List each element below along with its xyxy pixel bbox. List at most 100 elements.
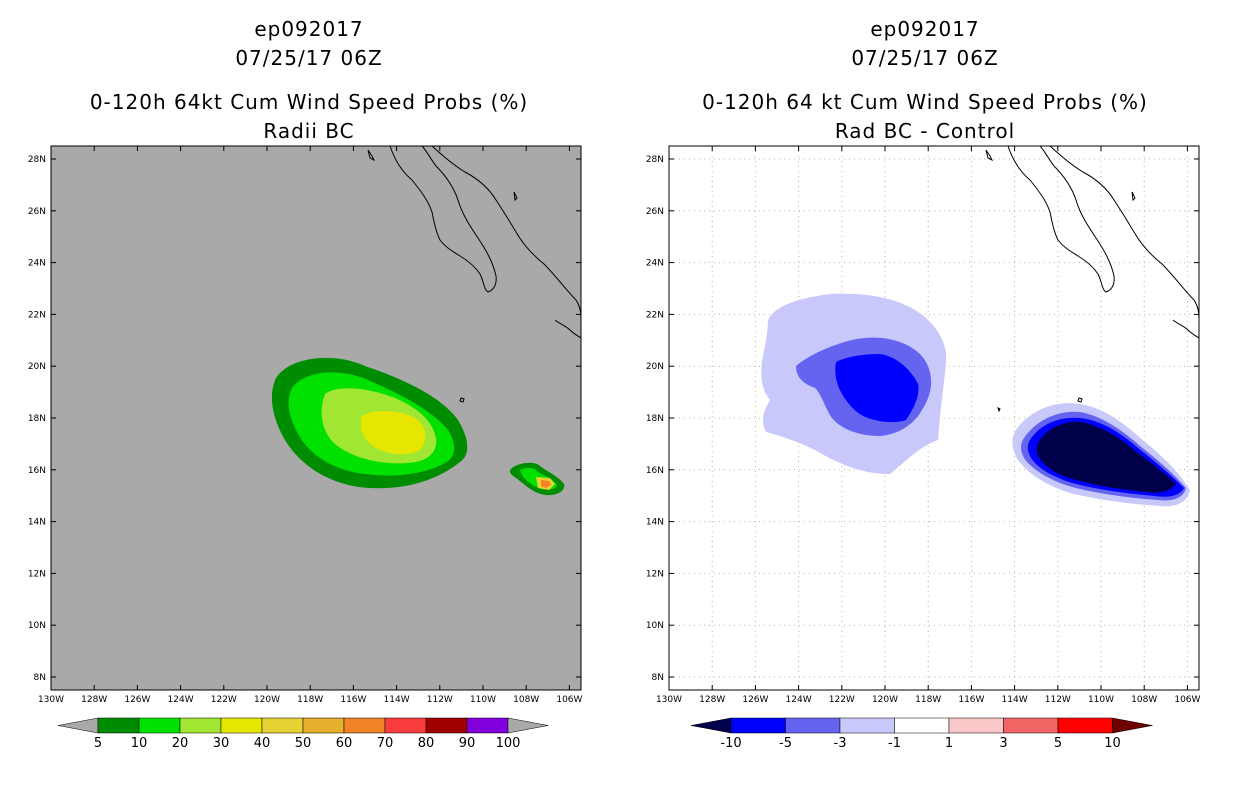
left-lon-label: 128W	[81, 695, 107, 705]
left-colorbar-label: 60	[336, 736, 353, 751]
right-colorbar-swatch	[894, 717, 950, 734]
left-lon-label: 112W	[427, 695, 453, 705]
right-lat-label: 18N	[646, 414, 664, 424]
right-lon-label: 128W	[699, 695, 725, 705]
left-lat-label: 16N	[28, 466, 46, 476]
left-colorbar-label: 50	[295, 736, 312, 751]
left-lon-label: 114W	[384, 695, 410, 705]
left-colorbar-label: 80	[418, 736, 435, 751]
left-lon-label: 120W	[254, 695, 280, 705]
left-coastline-jalisco	[554, 319, 581, 339]
right-colorbar-swatch	[948, 717, 1004, 734]
left-coastline-baja	[389, 146, 497, 293]
right-colorbar-swatch	[1003, 717, 1059, 734]
left-colorbar-swatch	[384, 717, 427, 734]
left-colorbar-label: 90	[459, 736, 476, 751]
left-lat-label: 20N	[28, 362, 46, 372]
right-lon-label: 124W	[786, 695, 812, 705]
right-lat-label: 16N	[646, 466, 664, 476]
left-island-tiburon	[367, 149, 376, 162]
left-lon-label: 118W	[297, 695, 323, 705]
right-axis-ticks: 28N 26N 24N 22N 20N 18N 16N 14N 12N 10N 8N 130W 128W…	[646, 146, 1201, 705]
left-colorbar-label: 5	[94, 736, 102, 751]
right-colorbar-swatch	[839, 717, 895, 734]
left-colorbar-label: 40	[254, 736, 271, 751]
left-lat-label: 26N	[28, 207, 46, 217]
right-colorbar-low-arrow	[690, 717, 732, 734]
left-lat-label: 28N	[28, 155, 46, 165]
right-lon-label: 106W	[1174, 695, 1200, 705]
right-colorbar-label: 10	[1104, 736, 1121, 751]
right-lat-label: 14N	[646, 518, 664, 528]
left-coastline-mainland	[431, 146, 581, 319]
right-colorbar-label: -10	[720, 736, 741, 751]
right-coastline-jalisco	[1172, 319, 1199, 339]
right-title-storm: ep092017	[870, 17, 980, 41]
left-lon-label: 130W	[38, 695, 64, 705]
left-lat-label: 14N	[28, 518, 46, 528]
left-colorbar-label: 10	[131, 736, 148, 751]
right-lat-label: 26N	[646, 207, 664, 217]
left-colorbar-label: 20	[172, 736, 189, 751]
right-lon-label: 114W	[1002, 695, 1028, 705]
right-lon-label: 120W	[872, 695, 898, 705]
left-colorbar-swatch	[343, 717, 386, 734]
left-colorbar-high-arrow	[507, 717, 549, 734]
left-lon-label: 106W	[556, 695, 582, 705]
right-colorbar-label: -5	[779, 736, 792, 751]
right-island-clarion	[997, 407, 1001, 413]
right-lat-label: 24N	[646, 259, 664, 269]
left-lon-label: 108W	[513, 695, 539, 705]
left-colorbar-label: 30	[213, 736, 230, 751]
right-coastline-baja	[1007, 146, 1115, 293]
right-colorbar: -10 -5 -3 -1 1 3 5 10	[690, 717, 1153, 751]
right-island-carmen	[1131, 191, 1136, 202]
right-lon-label: 118W	[915, 695, 941, 705]
left-colorbar-swatch	[466, 717, 509, 734]
right-island-tiburon	[985, 149, 994, 162]
left-lat-label: 8N	[34, 673, 46, 683]
left-title-time: 07/25/17 06Z	[235, 46, 383, 70]
right-lat-label: 12N	[646, 569, 664, 579]
left-island-socorro	[459, 397, 465, 403]
right-lat-label: 10N	[646, 621, 664, 631]
right-colorbar-label: 1	[945, 736, 953, 751]
right-colorbar-swatch	[1057, 717, 1113, 734]
right-title-time: 07/25/17 06Z	[851, 46, 999, 70]
left-colorbar-label: 70	[377, 736, 394, 751]
right-title-product: 0-120h 64 kt Cum Wind Speed Probs (%)	[702, 90, 1148, 114]
left-colorbar-swatch	[220, 717, 263, 734]
left-lon-label: 110W	[470, 695, 496, 705]
left-lon-label: 116W	[340, 695, 366, 705]
right-lat-label: 28N	[646, 155, 664, 165]
left-lat-label: 22N	[28, 310, 46, 320]
left-colorbar-swatch	[179, 717, 222, 734]
left-colorbar-swatch	[97, 717, 140, 734]
left-lon-label: 126W	[124, 695, 150, 705]
left-colorbar-swatch	[425, 717, 468, 734]
left-title-subtitle: Radii BC	[263, 119, 355, 143]
left-title-product: 0-120h 64kt Cum Wind Speed Probs (%)	[89, 90, 529, 114]
left-contour-30	[360, 410, 426, 455]
right-colorbar-label: -1	[888, 736, 901, 751]
left-lat-label: 18N	[28, 414, 46, 424]
right-lon-label: 130W	[656, 695, 682, 705]
right-west-contour-m5	[835, 354, 919, 423]
right-lon-label: 126W	[742, 695, 768, 705]
right-east-contour-m10	[1036, 421, 1176, 493]
right-map-panel: 28N 26N 24N 22N 20N 18N 16N 14N 12N 10N 8N 130W 128W…	[646, 145, 1201, 705]
right-coastline-mainland	[1049, 146, 1199, 319]
right-colorbar-label: 3	[999, 736, 1007, 751]
right-colorbar-swatch	[785, 717, 841, 734]
left-colorbar-swatch	[302, 717, 345, 734]
left-lon-label: 124W	[168, 695, 194, 705]
left-east-contour-50	[541, 480, 551, 488]
left-colorbar-label: 100	[496, 736, 521, 751]
left-lat-label: 10N	[28, 621, 46, 631]
left-axis-ticks: 28N 26N 24N 22N 20N 18N 16N 14N 12N 10N 8N 130W 128W…	[28, 146, 583, 705]
right-colorbar-label: -3	[834, 736, 847, 751]
left-lat-label: 12N	[28, 569, 46, 579]
left-colorbar-low-arrow	[57, 717, 99, 734]
right-lon-label: 112W	[1045, 695, 1071, 705]
